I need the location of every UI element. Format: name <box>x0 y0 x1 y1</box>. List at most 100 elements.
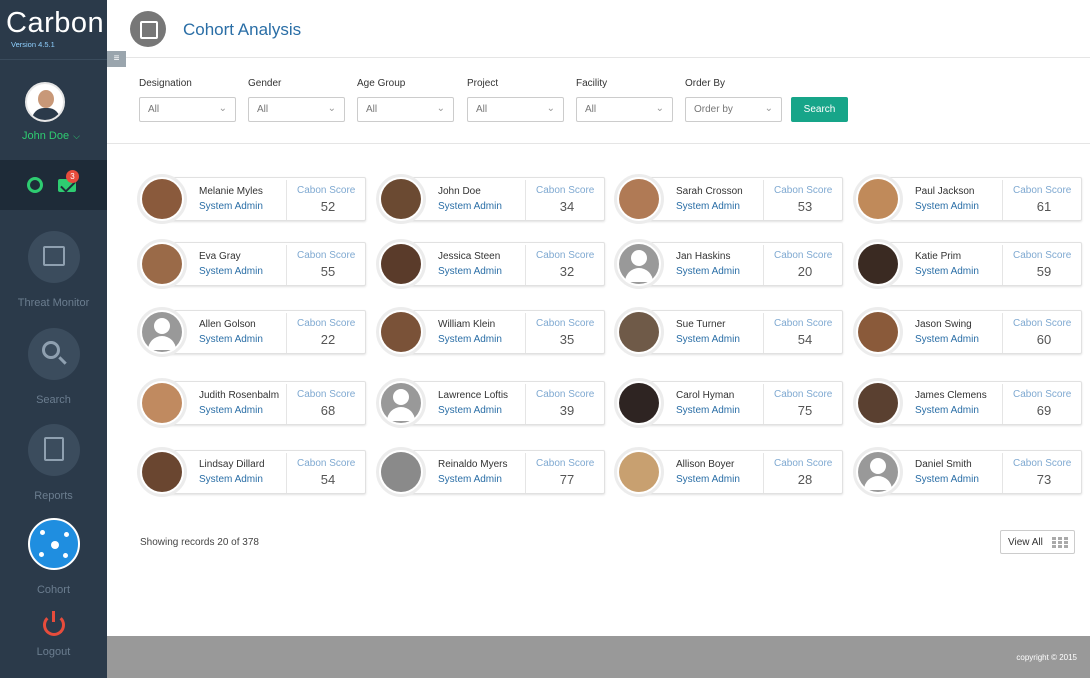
avatar <box>614 239 664 289</box>
avatar <box>376 447 426 497</box>
person-card[interactable]: Jessica Steen System Admin Cabon Score 32 <box>376 239 605 289</box>
person-card[interactable]: Daniel Smith System Admin Cabon Score 73 <box>853 447 1082 497</box>
person-name: Judith Rosenbalm <box>199 390 280 401</box>
person-card[interactable]: William Klein System Admin Cabon Score 35 <box>376 307 605 357</box>
score-label: Cabon Score <box>1013 318 1072 329</box>
nav-reports[interactable]: Reports <box>0 424 107 502</box>
avatar <box>137 447 187 497</box>
person-role: System Admin <box>438 334 502 345</box>
view-all-button[interactable]: View All <box>1000 530 1075 554</box>
person-card[interactable]: Judith Rosenbalm System Admin Cabon Score 6… <box>137 378 366 428</box>
avatar <box>376 174 426 224</box>
person-name: Jason Swing <box>915 319 972 330</box>
user-menu[interactable]: John Doe ⌵ <box>22 130 80 142</box>
nav-logout[interactable]: Logout <box>0 611 107 658</box>
copyright: copyright © 2015 <box>1016 653 1077 662</box>
avatar <box>614 447 664 497</box>
person-name: Allen Golson <box>199 319 256 330</box>
person-card[interactable]: Jason Swing System Admin Cabon Score 60 <box>853 307 1082 357</box>
person-card[interactable]: Sarah Crosson System Admin Cabon Score 53 <box>614 174 843 224</box>
person-name: Carol Hyman <box>676 390 735 401</box>
card-body: Judith Rosenbalm System Admin Cabon Score 6… <box>157 381 366 425</box>
person-card[interactable]: Katie Prim System Admin Cabon Score 59 <box>853 239 1082 289</box>
score-divider <box>286 245 287 285</box>
avatar <box>853 174 903 224</box>
designation-select[interactable]: All ⌄ <box>139 97 236 122</box>
card-body: Sarah Crosson System Admin Cabon Score 53 <box>634 177 843 221</box>
score-label: Cabon Score <box>536 458 595 469</box>
score-label: Cabon Score <box>297 185 356 196</box>
search-button[interactable]: Search <box>791 97 848 122</box>
score-label: Cabon Score <box>536 318 595 329</box>
gender-select[interactable]: All ⌄ <box>248 97 345 122</box>
person-name: Melanie Myles <box>199 186 263 197</box>
person-card[interactable]: Lawrence Loftis System Admin Cabon Score 39 <box>376 378 605 428</box>
nav-threat-monitor[interactable]: Threat Monitor <box>0 231 107 309</box>
person-card[interactable]: Allen Golson System Admin Cabon Score 22 <box>137 307 366 357</box>
score-value: 20 <box>797 264 813 279</box>
card-body: Lindsay Dillard System Admin Cabon Score 54 <box>157 450 366 494</box>
person-card[interactable]: Allison Boyer System Admin Cabon Score 28 <box>614 447 843 497</box>
nav-label-reports: Reports <box>34 490 73 502</box>
filter-label: Age Group <box>357 78 406 89</box>
nav-search[interactable]: Search <box>0 328 107 406</box>
nav-cohort[interactable]: Cohort <box>0 518 107 596</box>
score-divider <box>763 245 764 285</box>
score-value: 53 <box>797 199 813 214</box>
score-value: 32 <box>559 264 575 279</box>
user-photo <box>619 179 659 219</box>
user-photo <box>858 244 898 284</box>
user-photo <box>381 452 421 492</box>
avatar <box>376 378 426 428</box>
score-value: 28 <box>797 472 813 487</box>
support-icon[interactable] <box>27 177 43 193</box>
person-card[interactable]: Sue Turner System Admin Cabon Score 54 <box>614 307 843 357</box>
search-icon <box>27 328 80 380</box>
nav-label-search: Search <box>36 394 71 406</box>
filter-label: Facility <box>576 78 608 89</box>
filter-bar: Designation All ⌄ Gender All ⌄ Age Group A… <box>107 58 1090 144</box>
score-value: 69 <box>1036 403 1052 418</box>
avatar <box>376 307 426 357</box>
sidebar-toggle-button[interactable]: ≡ <box>107 51 126 67</box>
user-photo <box>142 179 182 219</box>
person-card[interactable]: Melanie Myles System Admin Cabon Score 52 <box>137 174 366 224</box>
person-card[interactable]: John Doe System Admin Cabon Score 34 <box>376 174 605 224</box>
avatar <box>614 307 664 357</box>
score-value: 77 <box>559 472 575 487</box>
card-body: James Clemens System Admin Cabon Score 69 <box>873 381 1082 425</box>
score-label: Cabon Score <box>536 185 595 196</box>
score-divider <box>1002 245 1003 285</box>
power-icon <box>42 611 65 636</box>
score-value: 59 <box>1036 264 1052 279</box>
score-label: Cabon Score <box>774 250 833 261</box>
person-role: System Admin <box>199 201 263 212</box>
score-label: Cabon Score <box>536 250 595 261</box>
person-card[interactable]: Eva Gray System Admin Cabon Score 55 <box>137 239 366 289</box>
age-group-select[interactable]: All ⌄ <box>357 97 454 122</box>
person-card[interactable]: Paul Jackson System Admin Cabon Score 61 <box>853 174 1082 224</box>
person-card[interactable]: Reinaldo Myers System Admin Cabon Score 77 <box>376 447 605 497</box>
score-divider <box>763 453 764 493</box>
person-name: Jan Haskins <box>676 251 731 262</box>
project-select[interactable]: All ⌄ <box>467 97 564 122</box>
person-name: Sarah Crosson <box>676 186 743 197</box>
person-role: System Admin <box>199 474 263 485</box>
person-card[interactable]: Carol Hyman System Admin Cabon Score 75 <box>614 378 843 428</box>
facility-select[interactable]: All ⌄ <box>576 97 673 122</box>
score-label: Cabon Score <box>1013 458 1072 469</box>
brand: Carbon Version 4.5.1 <box>0 0 107 60</box>
score-label: Cabon Score <box>774 318 833 329</box>
score-value: 61 <box>1036 199 1052 214</box>
user-placeholder-icon <box>619 244 659 284</box>
user-avatar[interactable] <box>25 82 65 122</box>
card-body: Eva Gray System Admin Cabon Score 55 <box>157 242 366 286</box>
person-card[interactable]: Lindsay Dillard System Admin Cabon Score 54 <box>137 447 366 497</box>
person-card[interactable]: Jan Haskins System Admin Cabon Score 20 <box>614 239 843 289</box>
score-label: Cabon Score <box>297 389 356 400</box>
person-card[interactable]: James Clemens System Admin Cabon Score 69 <box>853 378 1082 428</box>
user-photo <box>381 244 421 284</box>
person-name: William Klein <box>438 319 496 330</box>
order-by-select[interactable]: Order by ⌄ <box>685 97 782 122</box>
person-role: System Admin <box>915 266 979 277</box>
